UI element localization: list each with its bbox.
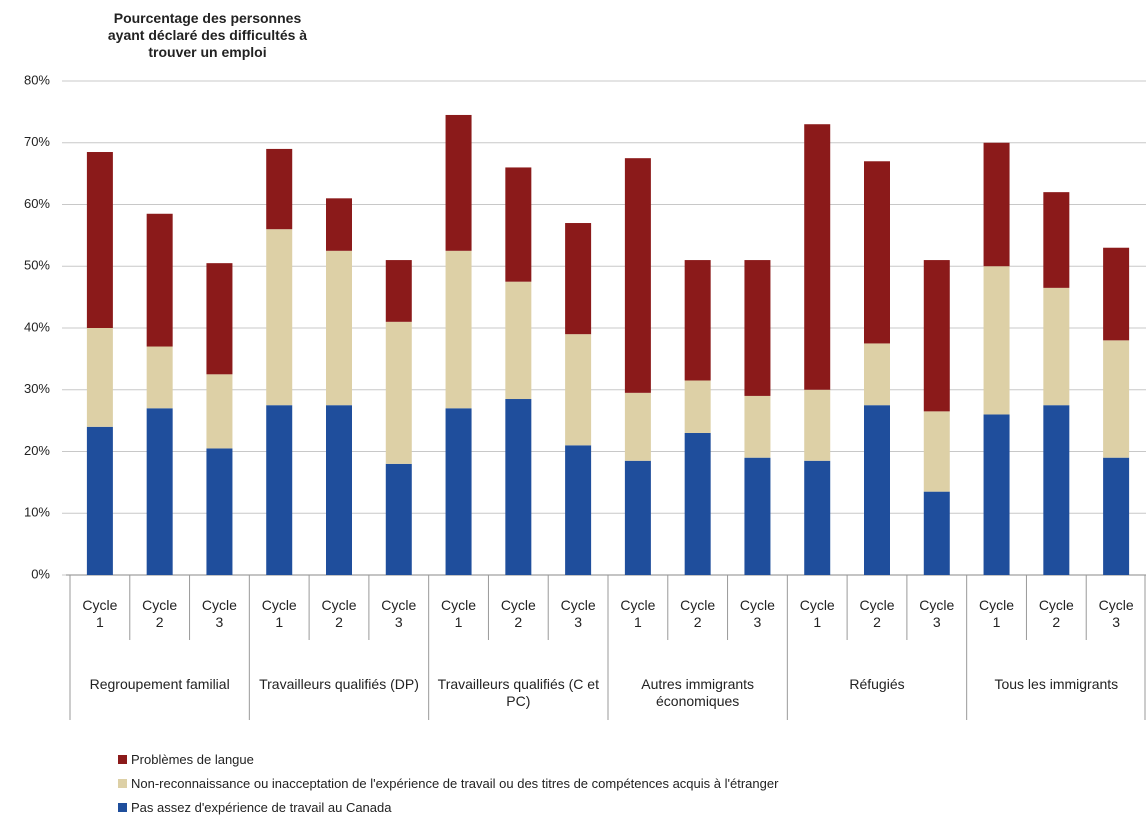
bar-segment [864,405,890,575]
bar-segment [923,260,950,412]
bar-segment [684,380,711,433]
bar-segment [565,334,592,446]
bar-segment [1103,340,1130,458]
bar-segment [86,426,113,575]
bar-segment [206,448,233,575]
bar-segment [385,321,412,464]
bar-segment [505,281,532,400]
x-tick-label: Cycle 2 [142,597,178,630]
y-tick-label: 10% [24,505,50,520]
x-tick-label: Cycle 1 [261,597,297,630]
x-tick-label: Cycle 3 [560,597,596,630]
legend-swatch [118,755,127,764]
x-tick-label: Cycle 3 [381,597,417,630]
bar-segment [206,374,233,449]
x-tick-label: Cycle 1 [799,597,835,630]
bar-segment [804,124,831,390]
legend-label: Pas assez d'expérience de travail au Can… [131,800,392,815]
bar-segment [624,158,651,393]
bar-segment [445,250,472,409]
x-tick-label: Cycle 2 [859,597,895,630]
bar-segment [923,491,950,575]
y-tick-label: 80% [24,72,50,87]
bar-segment [624,460,651,575]
bar-segment [923,411,950,492]
bar-segment [326,405,352,575]
x-tick-label: Cycle 1 [82,597,118,630]
bar-segment [266,229,293,406]
group-label: Tous les immigrants [994,676,1119,692]
bar-segment [804,389,831,461]
bar-segment [385,463,412,575]
bar-segment [983,414,1010,575]
legend-swatch [118,803,127,812]
legend-swatch [118,779,127,788]
y-tick-label: 60% [24,196,50,211]
group-label: Travailleurs qualifiés (DP) [259,676,419,692]
bar-segment [505,167,532,282]
legend-entry: Non-reconnaissance ou inacceptation de l… [118,776,778,791]
bar-segment [983,266,1010,415]
bar-segment [385,260,412,322]
bar-segment [1103,457,1130,575]
legend-label: Non-reconnaissance ou inacceptation de l… [131,776,779,791]
bar-segment [326,198,352,251]
bar-segment [684,432,711,575]
x-tick-label: Cycle 1 [620,597,656,630]
y-tick-label: 70% [24,134,50,149]
bar-segment [266,148,293,230]
x-tick-label: Cycle 2 [680,597,716,630]
x-tick-label: Cycle 1 [979,597,1015,630]
x-tick-label: Cycle 1 [441,597,477,630]
bar-segment [505,399,532,575]
bar-segment [326,250,352,406]
group-label: Travailleurs qualifiés (C et PC) [437,676,599,709]
bar-segment [565,445,592,575]
legend-label: Problèmes de langue [131,752,254,767]
y-tick-label: 30% [24,381,50,396]
y-tick-label: 50% [24,258,50,273]
legend-entry: Pas assez d'expérience de travail au Can… [118,800,391,815]
bar-segment [146,213,173,347]
bar-segment [445,408,472,575]
group-label: Réfugiés [849,676,905,692]
y-tick-label: 40% [24,319,50,334]
bar-segment [684,260,711,381]
bar-segment [86,152,113,328]
x-tick-label: Cycle 3 [739,597,775,630]
x-tick-label: Cycle 3 [1098,597,1134,630]
bar-segment [206,263,233,375]
bar-segment [744,457,771,575]
bar-segment [266,405,293,575]
y-tick-label: 20% [24,443,50,458]
x-tick-label: Cycle 3 [919,597,955,630]
bar-segment [744,260,771,396]
x-tick-label: Cycle 2 [500,597,536,630]
group-label: Regroupement familial [89,676,230,692]
bar-segment [565,223,592,335]
bar-segment [146,346,173,409]
bar-segment [864,161,890,344]
bar-segment [1043,405,1070,575]
x-tick-label: Cycle 3 [201,597,237,630]
bar-segment [1043,192,1070,288]
group-label: Autres immigrants économiques [641,676,755,709]
x-tick-label: Cycle 2 [1038,597,1074,630]
y-tick-label: 0% [31,566,50,581]
legend-entry: Problèmes de langue [118,752,254,767]
bar-segment [146,408,173,575]
bar-segment [1043,287,1070,406]
bar-segment [983,142,1010,267]
chart-title: Pourcentage des personnes ayant déclaré … [107,10,308,60]
x-tick-label: Cycle 2 [321,597,357,630]
bar-segment [624,392,651,461]
bar-segment [804,460,831,575]
bar-segment [744,395,771,458]
bar-segment [445,114,472,251]
bar-segment [1103,247,1130,341]
bar-segment [86,328,113,427]
bar-segment [864,343,890,406]
